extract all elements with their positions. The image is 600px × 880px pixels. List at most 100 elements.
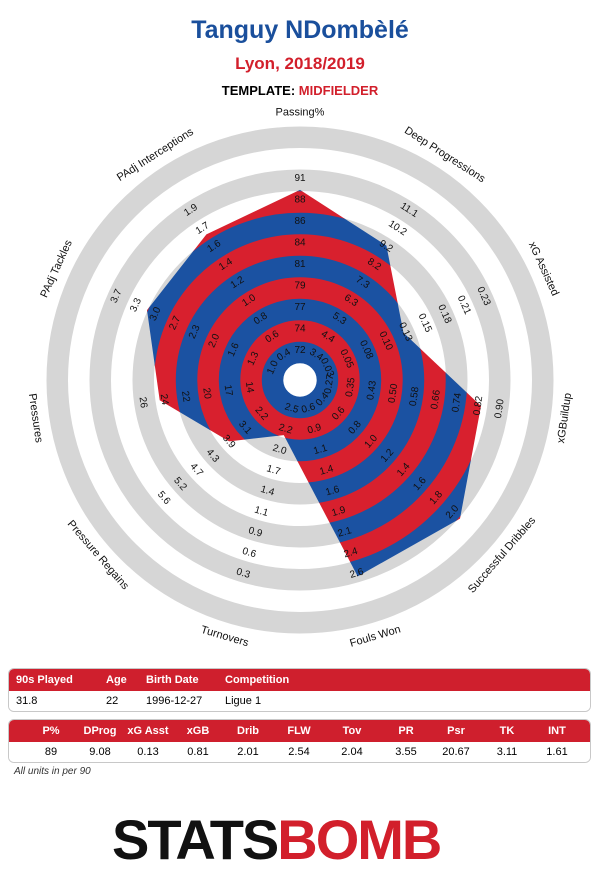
stats-header-cell: Drib xyxy=(237,725,259,737)
radar-tick-label: 0.9 xyxy=(247,525,264,540)
radar-tick-label: 1.0 xyxy=(265,359,281,377)
radar-tick-label: 3.3 xyxy=(128,296,144,314)
radar-tick-label: 1.7 xyxy=(265,463,282,478)
radar-axis-label: Pressures xyxy=(26,393,45,444)
stats-header-cell: DProg xyxy=(83,725,117,737)
stats-value-cell: 9.08 xyxy=(89,746,111,758)
radar-tick-label: 1.4 xyxy=(259,484,276,499)
stats-value-cell: 89 xyxy=(44,746,58,758)
radar-data-band xyxy=(261,341,339,419)
radar-tick-label: 2.3 xyxy=(187,323,203,341)
radar-tick-label: 2.0 xyxy=(207,332,223,350)
radar-axis-label: Turnovers xyxy=(199,624,250,648)
radar-tick-label: 0.58 xyxy=(408,386,422,407)
radar-tick-label: 14 xyxy=(243,381,256,394)
radar-tick-label: 0.6 xyxy=(241,546,258,561)
radar-tick-label: 2.7 xyxy=(167,314,183,332)
stats-header-cell: Psr xyxy=(447,725,465,737)
template-value: MIDFIELDER xyxy=(298,83,379,98)
radar-data-band xyxy=(218,298,382,462)
summary-value-cell: 22 xyxy=(106,695,119,707)
radar-tick-label: 0.43 xyxy=(365,380,379,401)
stats-header-cell: xG Asst xyxy=(127,725,169,737)
stats-value-cell: 0.13 xyxy=(137,746,159,758)
stats-header-cell: TK xyxy=(499,725,515,737)
stats-header-cell: xGB xyxy=(186,725,210,737)
radar-tick-label: 3.0 xyxy=(148,305,164,323)
radar-tick-label: 1.6 xyxy=(226,341,242,359)
template-label: TEMPLATE: xyxy=(221,83,296,98)
radar-tick-label: 1.9 xyxy=(330,504,347,519)
radar-tick-label: 20 xyxy=(200,387,213,400)
radar-tick-label: 0.90 xyxy=(493,398,507,419)
stats-value-cell: 3.11 xyxy=(496,746,518,758)
player-name: Tanguy NDombèlé xyxy=(191,16,409,44)
summary-header-cell: Competition xyxy=(225,674,290,686)
radar-tick-label: 1.3 xyxy=(246,350,262,368)
radar-grid-ring xyxy=(46,126,554,634)
radar-tick-label: 17 xyxy=(222,384,235,397)
radar-tick-label: 0.82 xyxy=(472,395,486,416)
radar-tick-label: 2.6 xyxy=(349,566,366,581)
radar-tick-label: 0.27 xyxy=(323,373,337,394)
radar-tick-label: 81 xyxy=(294,259,306,270)
radar-tick-label: 1.6 xyxy=(324,484,341,499)
radar-tick-label: 22 xyxy=(179,390,192,403)
summary-value-cell: Ligue 1 xyxy=(225,695,262,707)
statsbomb-logo: STATSBOMB xyxy=(112,810,492,870)
stats-value-cell: 2.54 xyxy=(288,746,310,758)
summary-value-cell: 1996-12-27 xyxy=(146,695,203,707)
stats-value-row: 89 9.08 0.13 0.81 2.01 2.54 2.04 3.55 20.67 3.11 1… xyxy=(9,742,590,762)
stats-header-cell: INT xyxy=(548,725,566,737)
stats-value-cell: 0.81 xyxy=(187,746,209,758)
stats-value-cell: 1.61 xyxy=(546,746,568,758)
units-note: All units in per 90 xyxy=(14,766,91,777)
radar-tick-label: 86 xyxy=(294,216,306,227)
radar-tick-label: 1.1 xyxy=(312,443,329,458)
logo-bomb: BOMB xyxy=(277,808,442,871)
radar-chart: 727477798184868891Passing%3.44.45.36.37.… xyxy=(26,108,574,648)
summary-table: 90s Played Age Birth Date Competition 31… xyxy=(8,668,591,712)
summary-header-cell: Birth Date xyxy=(146,674,199,686)
radar-tick-label: 77 xyxy=(294,302,306,313)
radar-tick-label: 0.35 xyxy=(344,376,358,397)
radar-tick-label: 2.1 xyxy=(337,525,354,540)
radar-tick-label: 74 xyxy=(294,323,306,334)
radar-tick-label: 2.5 xyxy=(283,401,300,416)
radar-tick-label: 2.0 xyxy=(271,443,288,458)
radar-tick-label: 0.3 xyxy=(235,566,252,581)
template-line: TEMPLATE: MIDFIELDER xyxy=(0,83,600,98)
radar-axis-label: xGBuildup xyxy=(555,392,574,444)
stats-value-cell: 2.04 xyxy=(341,746,363,758)
stats-header-cell: Tov xyxy=(342,725,362,737)
stats-value-cell: 20.67 xyxy=(442,746,470,758)
summary-header-cell: Age xyxy=(106,674,127,686)
summary-value-cell: 31.8 xyxy=(16,695,38,707)
team-season: Lyon, 2018/2019 xyxy=(235,54,365,73)
stats-header-cell: PR xyxy=(398,725,414,737)
radar-tick-label: 0.50 xyxy=(387,383,401,404)
radar-tick-label: 2.2 xyxy=(277,422,294,437)
logo-stats: STATS xyxy=(112,808,279,871)
summary-header-cell: 90s Played xyxy=(16,674,73,686)
radar-tick-label: 3.7 xyxy=(109,287,125,305)
stats-value-cell: 2.01 xyxy=(237,746,259,758)
radar-grid-ring xyxy=(89,169,511,591)
stats-value-cell: 3.55 xyxy=(395,746,417,758)
radar-tick-label: 91 xyxy=(294,173,306,184)
radar-data-band xyxy=(239,319,361,441)
radar-tick-label: 0.9 xyxy=(306,422,323,437)
radar-tick-label: 2.4 xyxy=(343,546,360,561)
radar-tick-label: 0.66 xyxy=(429,389,443,410)
stats-header-cell: P% xyxy=(42,725,60,737)
radar-tick-label: 0.74 xyxy=(450,392,464,413)
radar-tick-label: 0.6 xyxy=(300,401,317,416)
radar-axis-label: Passing% xyxy=(276,108,325,118)
radar-tick-label: 1.4 xyxy=(318,463,335,478)
radar-tick-label: 84 xyxy=(294,237,306,248)
stats-header-row: P% DProg xG Asst xGB Drib FLW Tov PR Psr TK INT xyxy=(9,720,590,742)
radar-tick-label: 88 xyxy=(294,194,306,205)
stats-header-cell: FLW xyxy=(287,725,311,737)
radar-tick-label: 26 xyxy=(137,396,150,409)
summary-header-row: 90s Played Age Birth Date Competition xyxy=(9,669,590,691)
